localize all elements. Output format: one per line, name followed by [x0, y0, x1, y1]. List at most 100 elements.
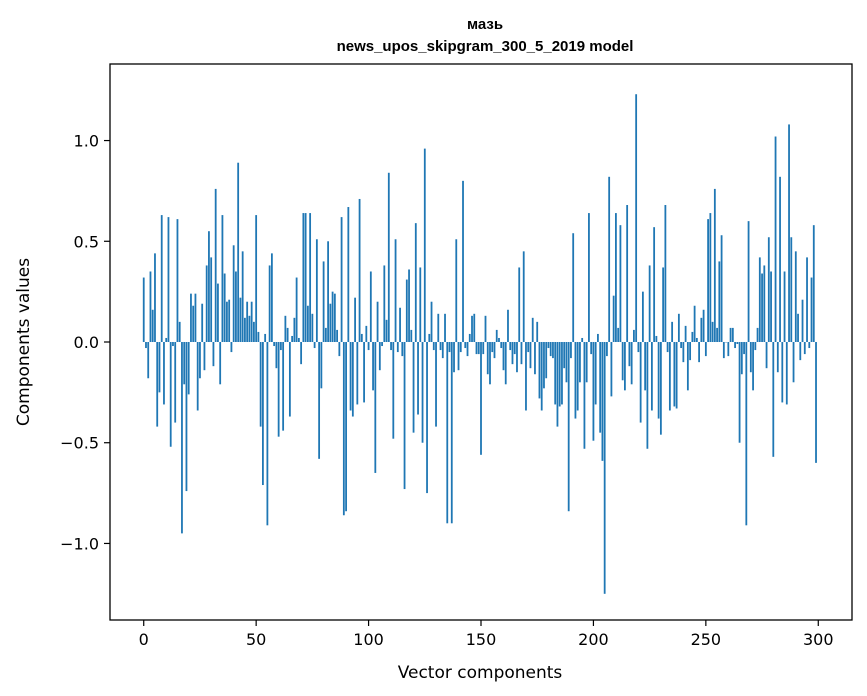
bar: [156, 342, 159, 427]
y-axis-label: Components values: [14, 258, 34, 426]
x-axis-label: Vector components: [398, 663, 563, 683]
bar: [354, 297, 356, 342]
bar: [291, 335, 294, 342]
bar: [226, 301, 228, 342]
bar: [808, 342, 811, 349]
bar: [446, 342, 449, 524]
bar: [520, 342, 523, 365]
bar: [199, 342, 201, 379]
bar: [655, 335, 658, 342]
bar: [396, 342, 399, 353]
bar: [266, 342, 269, 526]
bar: [363, 342, 365, 403]
bar: [552, 342, 554, 359]
x-tick-label: 250: [691, 630, 722, 649]
bar: [324, 327, 327, 342]
bar: [187, 342, 190, 395]
bar: [462, 180, 464, 342]
bar: [302, 213, 305, 342]
bar: [531, 317, 534, 342]
bar: [190, 293, 192, 342]
bar: [734, 342, 736, 349]
bar: [475, 342, 478, 355]
bar: [174, 342, 177, 423]
bar: [163, 342, 165, 405]
bar: [221, 215, 224, 342]
bar: [223, 273, 226, 342]
bar: [558, 342, 561, 407]
bar: [536, 321, 539, 342]
bar: [581, 337, 584, 342]
bar: [785, 342, 788, 405]
bar: [666, 342, 669, 353]
bar: [797, 313, 799, 342]
bar: [158, 342, 161, 393]
bar: [385, 319, 388, 342]
bar: [145, 342, 147, 349]
y-tick-label: 0.5: [74, 232, 99, 251]
bar: [626, 205, 629, 342]
bar: [414, 223, 417, 342]
bar: [583, 342, 586, 449]
bar: [489, 342, 491, 385]
bar: [713, 188, 716, 342]
bar: [698, 342, 700, 363]
bar: [594, 342, 597, 405]
bar: [235, 271, 237, 342]
bar: [255, 215, 258, 342]
bar: [347, 207, 350, 342]
bar: [378, 342, 381, 371]
bar: [167, 217, 170, 342]
bar: [700, 317, 703, 342]
bar-series: [142, 94, 817, 594]
bar: [482, 342, 485, 355]
bar: [585, 342, 588, 383]
bar: [331, 291, 334, 342]
bar: [212, 342, 215, 367]
bar: [704, 342, 707, 357]
bar: [617, 327, 620, 342]
bar: [275, 342, 278, 369]
bar: [507, 309, 509, 342]
bar: [722, 342, 725, 359]
bar: [250, 301, 253, 342]
bar: [203, 342, 206, 371]
bar: [336, 329, 338, 342]
bar: [711, 321, 714, 342]
bar: [659, 342, 662, 435]
bar: [668, 342, 671, 411]
bar: [639, 342, 642, 423]
bar: [270, 253, 273, 342]
bar: [518, 267, 521, 342]
bar: [621, 342, 624, 381]
chart-title: мазь: [467, 16, 503, 33]
bar: [473, 313, 476, 342]
bar: [309, 213, 312, 342]
bar: [408, 269, 410, 342]
chart-subtitle: news_upos_skipgram_300_5_2019 model: [337, 38, 634, 55]
bar: [448, 342, 451, 353]
bar: [579, 342, 581, 383]
bar: [619, 225, 622, 342]
bar: [154, 253, 156, 342]
bar: [527, 342, 530, 353]
bar: [657, 342, 660, 419]
bar: [740, 342, 743, 375]
bar: [464, 342, 467, 349]
bar: [653, 227, 656, 342]
bar: [257, 331, 260, 342]
bar: [588, 213, 590, 342]
bar: [381, 342, 383, 347]
bar: [338, 342, 341, 357]
bar: [749, 342, 752, 373]
bar: [457, 342, 460, 371]
bar: [630, 342, 633, 385]
bar: [172, 342, 174, 347]
bar: [208, 231, 210, 342]
bar: [210, 257, 213, 342]
bar: [322, 261, 325, 342]
bar: [743, 342, 745, 355]
bar: [790, 237, 793, 342]
bar: [471, 315, 473, 342]
bar: [597, 333, 599, 342]
